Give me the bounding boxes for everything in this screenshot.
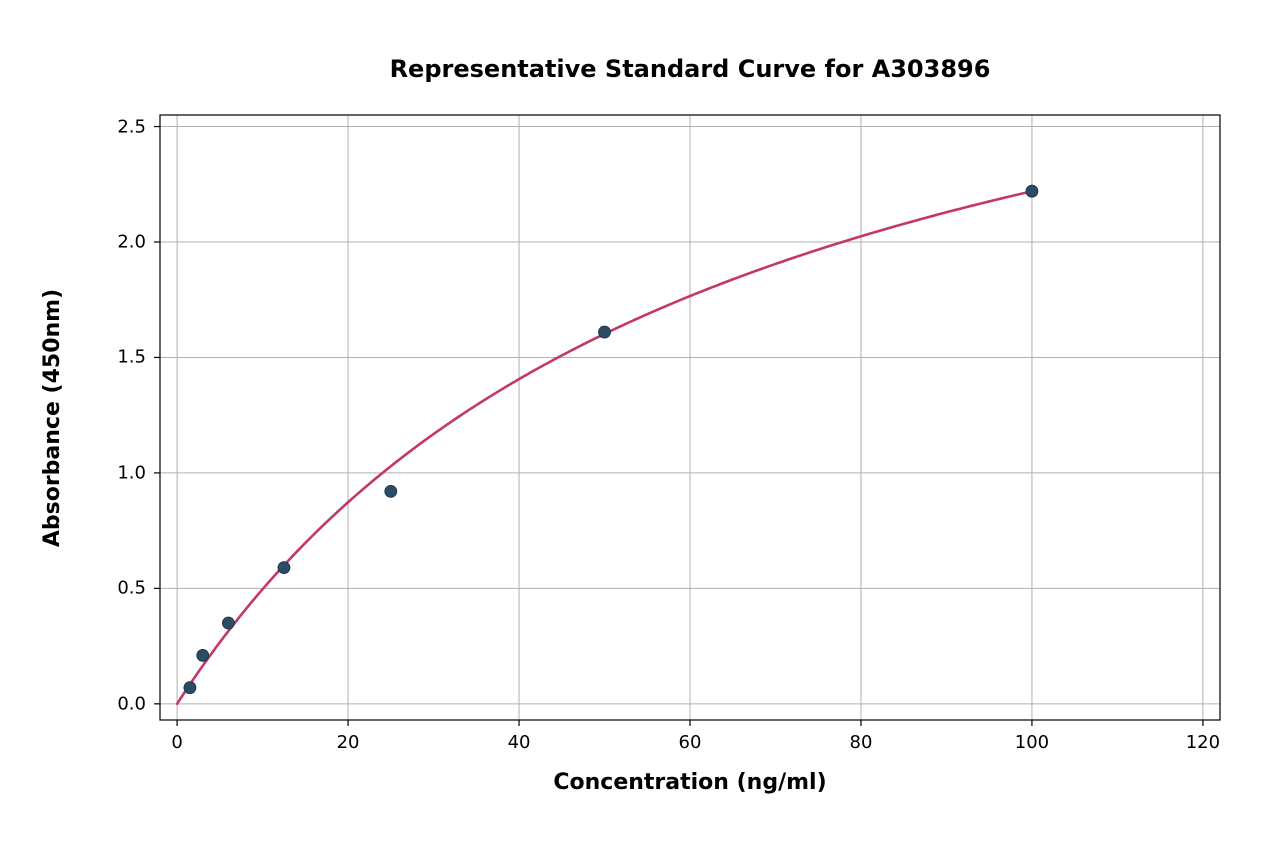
x-tick-label: 80 — [850, 732, 873, 753]
y-tick-label: 1.0 — [117, 462, 146, 483]
chart-figure: Representative Standard Curve for A30389… — [0, 0, 1280, 845]
x-tick-label: 120 — [1186, 732, 1220, 753]
y-tick-label: 2.5 — [117, 116, 146, 137]
y-tick-label: 2.0 — [117, 232, 146, 253]
chart-svg — [0, 0, 1280, 845]
x-tick-label: 60 — [679, 732, 702, 753]
x-tick-label: 40 — [508, 732, 531, 753]
y-axis-label: Absorbance (450nm) — [40, 288, 65, 546]
y-tick-label: 0.0 — [117, 693, 146, 714]
x-axis-label: Concentration (ng/ml) — [553, 770, 826, 795]
y-tick-label: 1.5 — [117, 347, 146, 368]
x-tick-label: 20 — [337, 732, 360, 753]
x-tick-label: 0 — [171, 732, 182, 753]
chart-title: Representative Standard Curve for A30389… — [390, 55, 991, 83]
x-tick-label: 100 — [1015, 732, 1049, 753]
y-tick-label: 0.5 — [117, 578, 146, 599]
